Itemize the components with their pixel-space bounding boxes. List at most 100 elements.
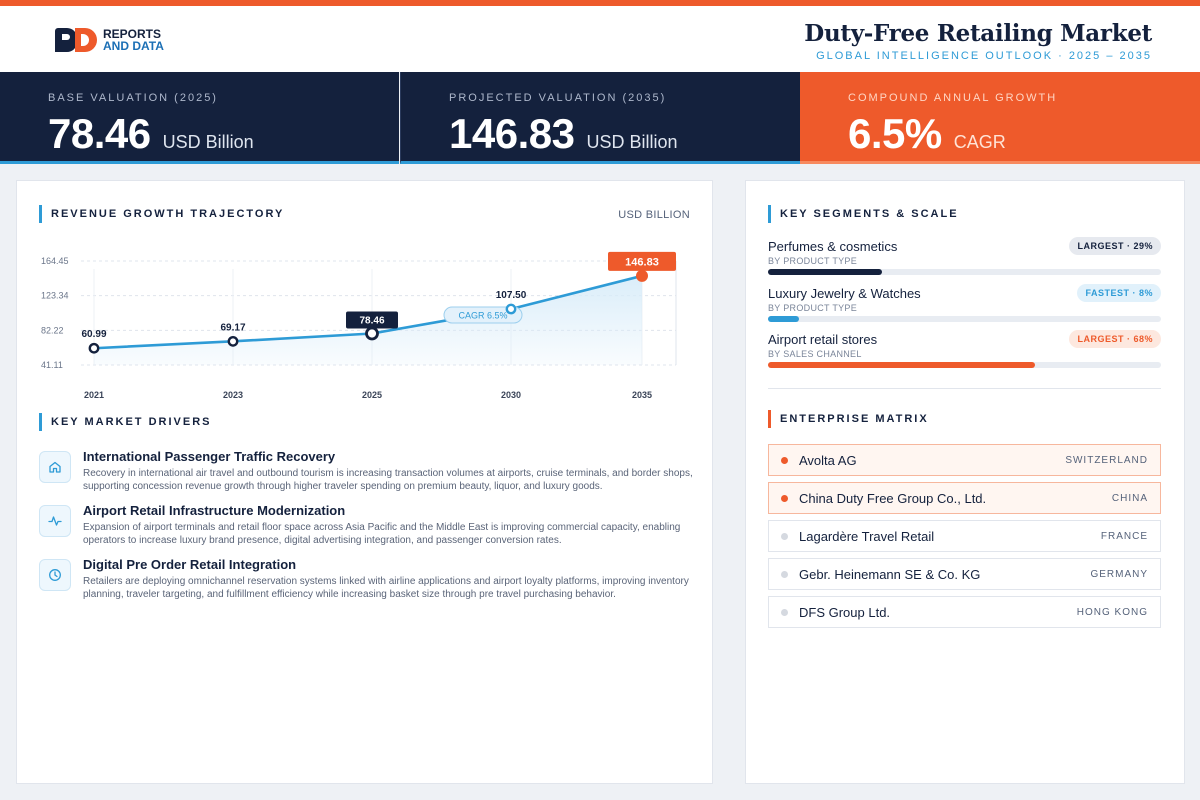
enterprise-country: GERMANY (1090, 569, 1148, 580)
data-point (505, 303, 517, 315)
y-tick-label: 82.22 (41, 325, 64, 335)
segment-name: Airport retail stores (768, 332, 878, 347)
segment-bar-fill (768, 362, 1036, 368)
enterprise-row[interactable]: Gebr. Heinemann SE & Co. KG GERMANY (768, 558, 1161, 590)
y-tick-label: 164.45 (41, 256, 69, 266)
page-title: Duty-Free Retailing Market (804, 20, 1152, 47)
x-tick-label: 2025 (362, 390, 382, 400)
driver-description: Retailers are deploying omnichannel rese… (83, 576, 689, 600)
right-panel: KEY SEGMENTS & SCALE Perfumes & cosmetic… (745, 180, 1185, 784)
logo-line-2: AND DATA (103, 39, 164, 53)
enterprise-section-title: ENTERPRISE MATRIX (768, 410, 929, 428)
left-panel: REVENUE GROWTH TRAJECTORY USD BILLION 16… (16, 180, 713, 784)
chart-section-title: REVENUE GROWTH TRAJECTORY (39, 205, 284, 223)
segment-badge: LARGEST · 68% (1069, 330, 1161, 348)
status-dot-icon (781, 533, 788, 540)
chart-unit-label: USD BILLION (618, 209, 690, 221)
kpi-value: 78.46 (48, 110, 151, 157)
enterprise-row[interactable]: Lagardère Travel Retail FRANCE (768, 520, 1161, 552)
brand-logo[interactable]: REPORTS AND DATA (55, 28, 164, 52)
cagr-annotation-pill (443, 306, 523, 324)
driver-item: Digital Pre Order Retail Integration Ret… (39, 557, 694, 601)
x-tick-label: 2030 (501, 390, 521, 400)
kpi-projected-valuation: PROJECTED VALUATION (2035) 146.83 USD Bi… (400, 72, 800, 164)
enterprise-country: FRANCE (1100, 531, 1148, 542)
segment-category: BY PRODUCT TYPE (768, 256, 858, 266)
segment-bar-track (768, 316, 1161, 322)
driver-description: Expansion of airport terminals and retai… (83, 522, 681, 546)
enterprise-country: CHINA (1111, 493, 1148, 504)
driver-item: Airport Retail Infrastructure Modernizat… (39, 503, 694, 547)
enterprise-country: SWITZERLAND (1065, 455, 1148, 466)
kpi-unit: USD Billion (586, 132, 678, 152)
enterprise-name: Avolta AG (799, 453, 857, 468)
data-label: 146.83 (625, 256, 659, 268)
enterprise-name: Lagardère Travel Retail (799, 529, 935, 544)
driver-title: Digital Pre Order Retail Integration (83, 557, 297, 572)
kpi-value: 6.5% (848, 110, 942, 157)
kpi-cagr: COMPOUND ANNUAL GROWTH 6.5% CAGR (800, 72, 1200, 164)
status-dot-icon (781, 495, 788, 502)
driver-description: Recovery in international air travel and… (83, 468, 693, 492)
driver-title: International Passenger Traffic Recovery (83, 449, 336, 464)
segment-name: Perfumes & cosmetics (768, 239, 898, 254)
segment-name: Luxury Jewelry & Watches (768, 286, 921, 301)
segment-row: Luxury Jewelry & Watches BY PRODUCT TYPE… (768, 284, 1161, 322)
segment-bar-fill (768, 316, 800, 322)
kpi-unit: USD Billion (162, 132, 254, 152)
segment-bar-track (768, 362, 1161, 368)
enterprise-name: China Duty Free Group Co., Ltd. (799, 491, 987, 506)
kpi-label: PROJECTED VALUATION (2035) (449, 92, 667, 104)
status-dot-icon (781, 571, 788, 578)
cagr-annotation: CAGR 6.5% (458, 311, 507, 321)
enterprise-row[interactable]: Avolta AG SWITZERLAND (768, 444, 1161, 476)
data-label-box (608, 251, 676, 271)
segment-badge: LARGEST · 29% (1069, 237, 1161, 255)
data-label: 69.17 (220, 322, 245, 333)
status-dot-icon (781, 457, 788, 464)
section-divider (768, 388, 1161, 389)
enterprise-row[interactable]: DFS Group Ltd. HONG KONG (768, 596, 1161, 628)
segment-row: Perfumes & cosmetics BY PRODUCT TYPE LAR… (768, 237, 1161, 275)
status-dot-icon (781, 609, 788, 616)
home-icon (39, 451, 71, 483)
clock-icon (39, 559, 71, 591)
segment-bar-track (768, 269, 1161, 275)
x-tick-label: 2035 (632, 390, 652, 400)
kpi-label: COMPOUND ANNUAL GROWTH (848, 92, 1058, 104)
logo-line-1: REPORTS (103, 27, 162, 41)
enterprise-name: DFS Group Ltd. (799, 605, 891, 620)
page-header: REPORTS AND DATA Duty-Free Retailing Mar… (0, 6, 1200, 72)
segment-badge: FASTEST · 8% (1077, 284, 1161, 302)
kpi-unit: CAGR (953, 132, 1006, 152)
segment-category: BY SALES CHANNEL (768, 349, 862, 359)
activity-icon (39, 505, 71, 537)
driver-title: Airport Retail Infrastructure Modernizat… (83, 503, 346, 518)
data-label: 78.46 (359, 316, 384, 327)
drivers-section-title: KEY MARKET DRIVERS (39, 413, 211, 431)
kpi-band: BASE VALUATION (2025) 78.46 USD Billion … (0, 72, 1200, 164)
x-tick-label: 2021 (84, 390, 104, 400)
segment-row: Airport retail stores BY SALES CHANNEL L… (768, 330, 1161, 368)
kpi-value: 146.83 (449, 110, 575, 157)
data-point (88, 342, 100, 354)
data-label-box (346, 311, 398, 329)
page-subtitle: GLOBAL INTELLIGENCE OUTLOOK · 2025 – 203… (816, 50, 1152, 62)
segment-category: BY PRODUCT TYPE (768, 303, 858, 313)
data-point (636, 269, 648, 282)
logo-text: REPORTS AND DATA (103, 28, 164, 52)
enterprise-country: HONG KONG (1076, 607, 1148, 618)
segment-bar-fill (768, 269, 882, 275)
revenue-chart-svg: 164.45 123.34 82.22 41.11 CAGR 6.5% 60.99 2021… (41, 251, 677, 400)
top-accent-bar (0, 0, 1200, 6)
y-tick-label: 123.34 (41, 291, 69, 301)
revenue-chart: 164.45 123.34 82.22 41.11 CAGR 6.5% 60.99 2021… (41, 241, 691, 401)
drivers-list: International Passenger Traffic Recovery… (39, 449, 694, 601)
enterprise-row[interactable]: China Duty Free Group Co., Ltd. CHINA (768, 482, 1161, 514)
data-label: 107.50 (496, 290, 527, 301)
data-label: 60.99 (81, 329, 106, 340)
segments-section-title: KEY SEGMENTS & SCALE (768, 205, 959, 223)
y-tick-label: 41.11 (41, 360, 63, 370)
x-tick-label: 2023 (223, 390, 243, 400)
enterprise-name: Gebr. Heinemann SE & Co. KG (799, 567, 981, 582)
